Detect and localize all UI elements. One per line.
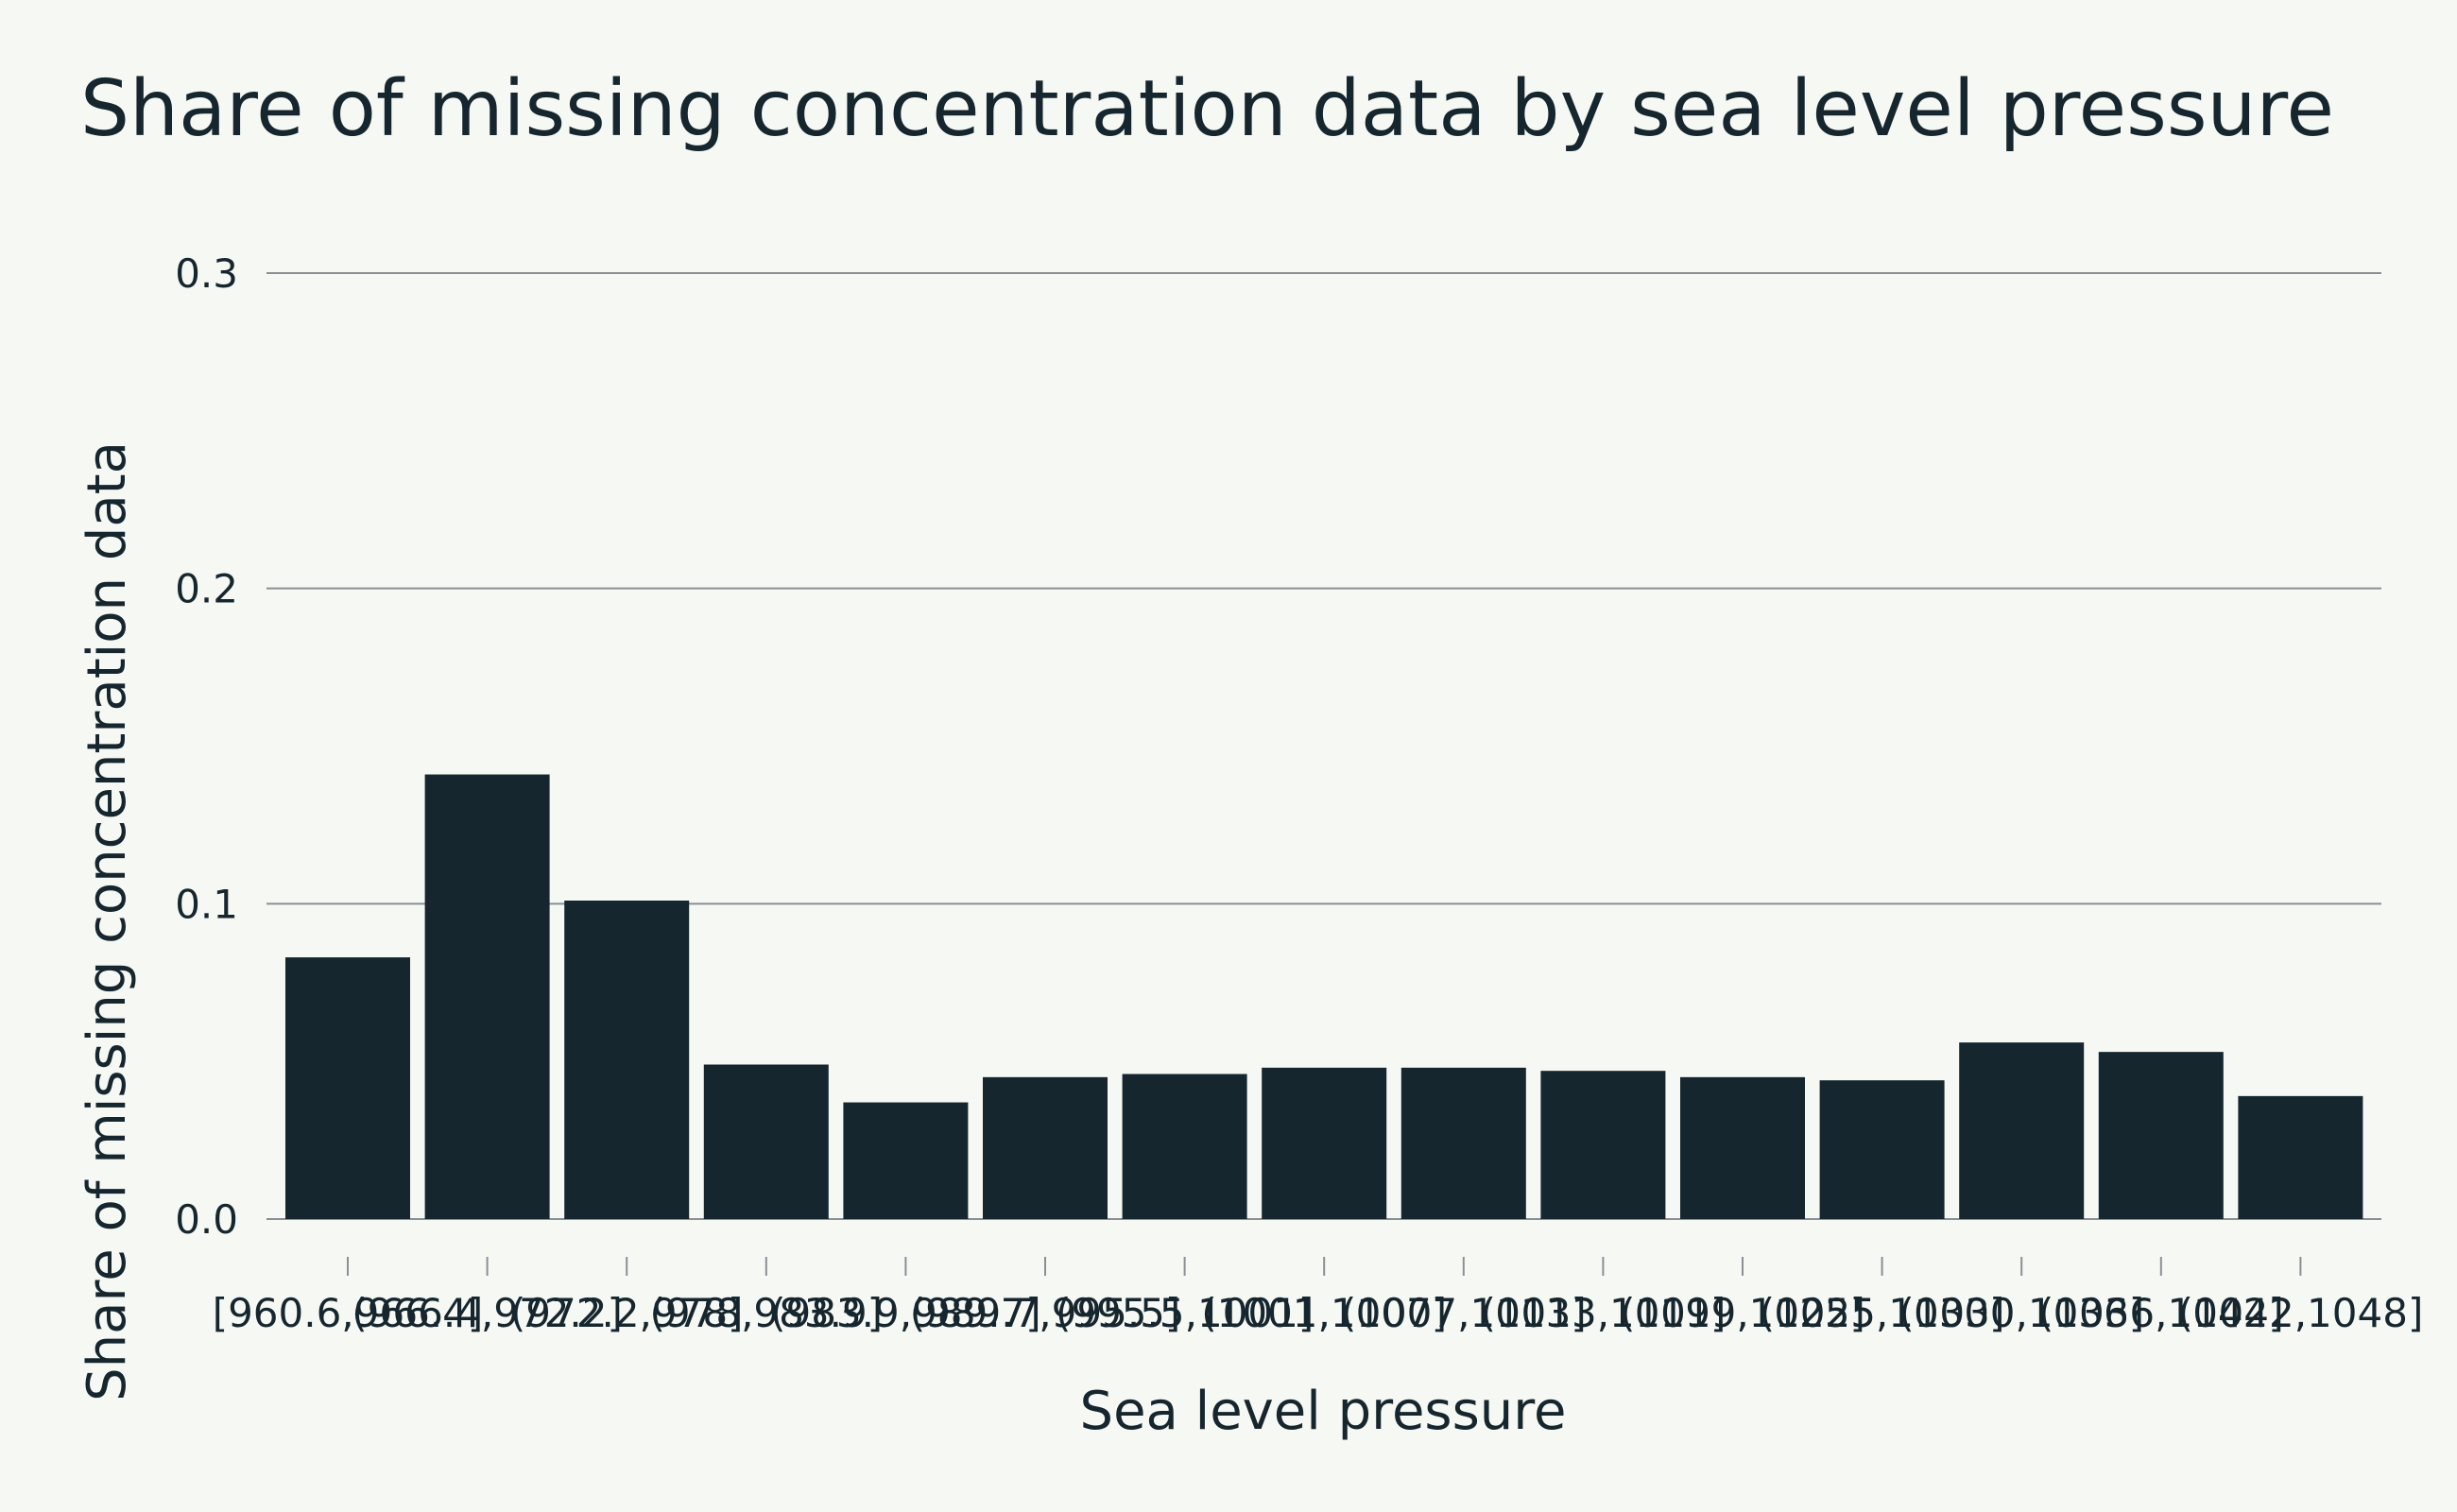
bar <box>564 900 690 1219</box>
y-axis-ticks: 0.0 0.1 0.2 0.3 <box>175 250 238 1243</box>
x-tick-label: (995.5,1001] <box>1056 1290 1314 1336</box>
x-tick-label: (1001,1007] <box>1201 1290 1447 1336</box>
x-axis-title: Sea level pressure <box>1080 1381 1567 1442</box>
bar <box>424 774 550 1219</box>
x-tick-label: [960.6,966.4] <box>213 1290 484 1336</box>
x-tick-label: (1030,1036] <box>1899 1290 2144 1336</box>
bar <box>2238 1095 2363 1219</box>
bar <box>1680 1076 1805 1219</box>
bars <box>285 774 2363 1219</box>
x-tick-label: (1013,1019] <box>1480 1290 1726 1336</box>
y-tick-label: 0.2 <box>175 566 238 612</box>
x-axis-ticks: [960.6,966.4](966.4,972.2](972.2,978](97… <box>213 1257 2423 1336</box>
bar <box>983 1076 1108 1219</box>
x-tick-label: (1036,1042] <box>2038 1290 2284 1336</box>
bar <box>843 1102 969 1219</box>
x-tick-label: (983.9,989.7] <box>770 1290 1041 1336</box>
bar <box>2098 1052 2224 1219</box>
bar <box>285 957 410 1219</box>
x-tick-label: (1019,1025] <box>1620 1290 1865 1336</box>
bar <box>1122 1074 1247 1219</box>
y-axis-title: Share of missing concentration data <box>77 441 138 1401</box>
bar <box>1262 1067 1387 1219</box>
x-tick-label: (1007,1013] <box>1341 1290 1587 1336</box>
x-tick-label: (989.7,995.5] <box>910 1290 1181 1336</box>
x-tick-label: (972.2,978] <box>510 1290 744 1336</box>
x-tick-label: (1042,1048] <box>2177 1290 2423 1336</box>
x-tick-label: (1025,1030] <box>1760 1290 2005 1336</box>
y-tick-label: 0.3 <box>175 250 238 297</box>
bar <box>703 1064 829 1219</box>
chart-title: Share of missing concentration data by s… <box>80 64 2334 154</box>
bar <box>1540 1071 1666 1219</box>
x-tick-label: (978,983.9] <box>650 1290 884 1336</box>
y-tick-label: 0.1 <box>175 881 238 927</box>
bar <box>1819 1080 1945 1219</box>
y-tick-label: 0.0 <box>175 1196 238 1243</box>
bar <box>1959 1042 2085 1219</box>
bar <box>1400 1067 1526 1219</box>
x-tick-label: (966.4,972.2] <box>352 1290 623 1336</box>
